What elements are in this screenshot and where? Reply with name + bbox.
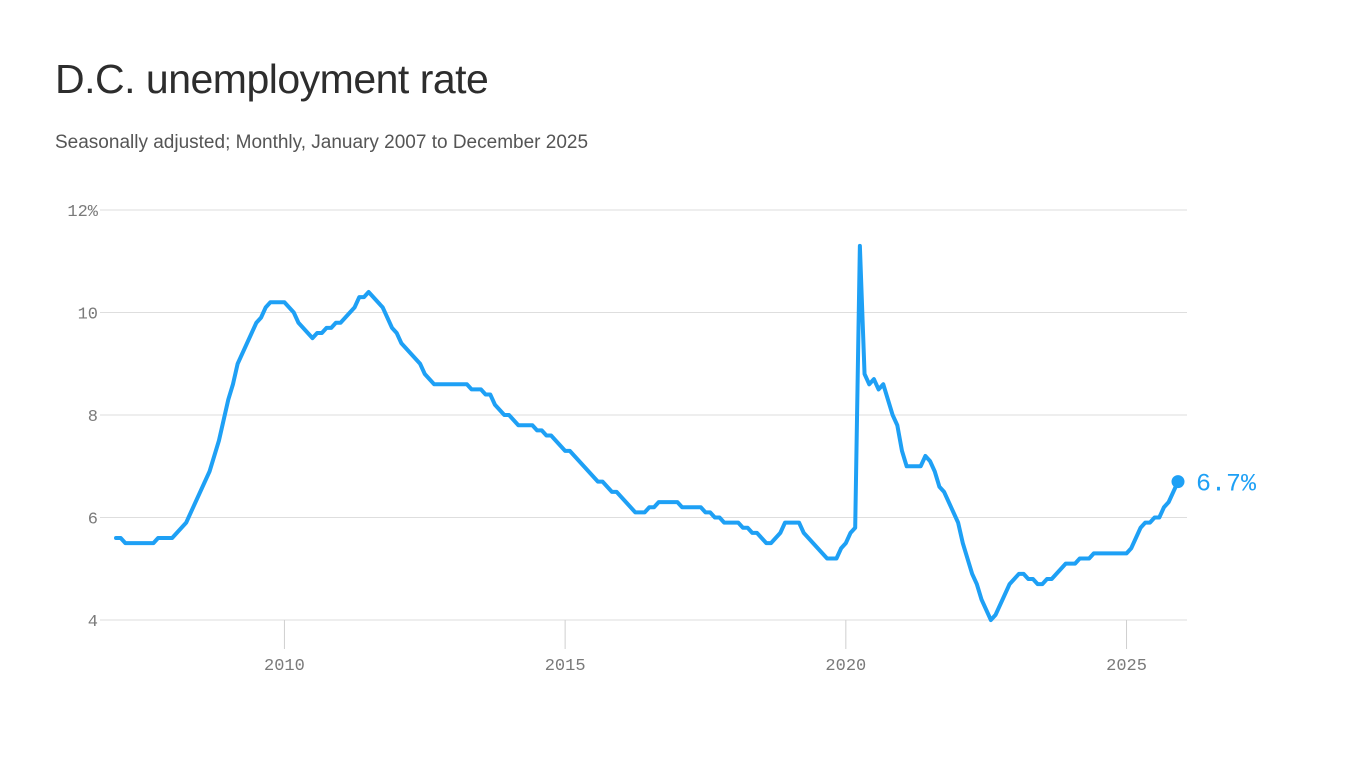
chart-title: D.C. unemployment rate (55, 56, 489, 102)
chart-subtitle: Seasonally adjusted; Monthly, January 20… (55, 132, 589, 153)
x-tick-label: 2010 (264, 657, 305, 676)
y-tick-label: 6 (88, 511, 98, 530)
last-value-label: 6.7% (1196, 470, 1257, 499)
x-tick-label: 2020 (825, 657, 866, 676)
y-tick-label: 10 (78, 306, 98, 325)
y-axis-ticks: 4 6 8 10 12% (67, 203, 98, 632)
y-tick-label: 8 (88, 408, 98, 427)
gridlines (100, 209, 1187, 621)
x-tick-label: 2015 (545, 657, 586, 676)
last-value-point (1171, 475, 1185, 489)
x-tick-label: 2025 (1106, 657, 1147, 676)
y-tick-label: 12% (67, 203, 98, 222)
y-tick-label: 4 (88, 613, 98, 632)
series-layer: 6.7% (114, 243, 1257, 622)
series-line (114, 243, 1180, 622)
x-axis: 2010 2015 2020 2025 (264, 620, 1147, 676)
